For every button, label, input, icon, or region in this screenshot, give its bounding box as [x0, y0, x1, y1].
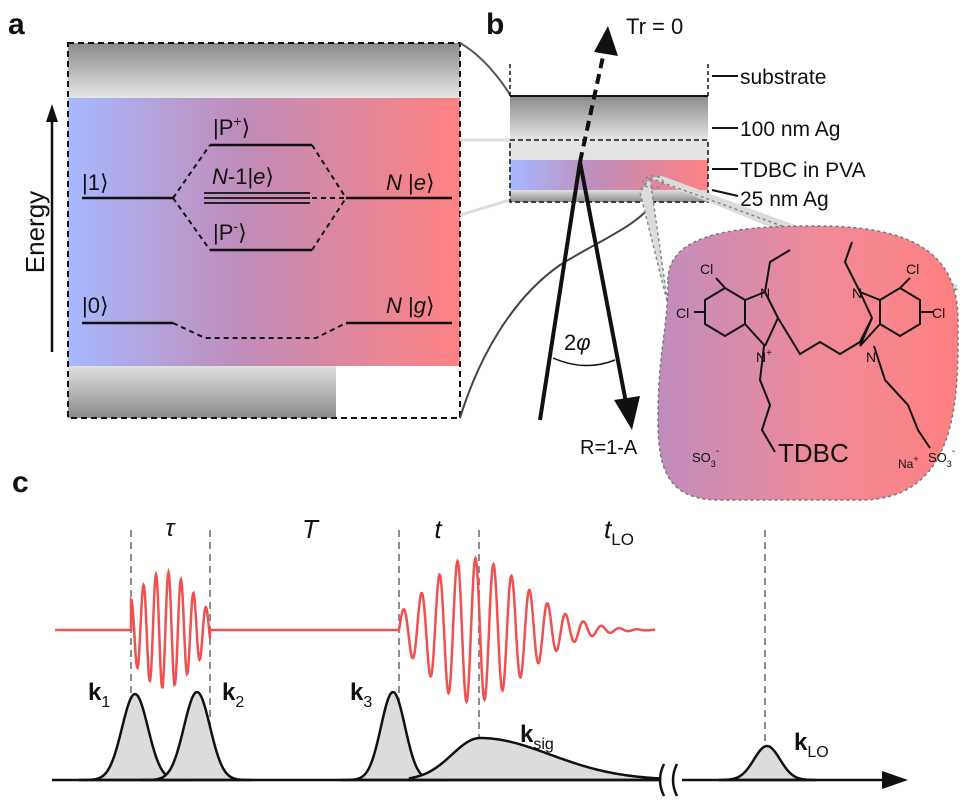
zoom-frame	[67, 42, 461, 419]
pulse-envelope-ksig	[408, 736, 662, 782]
angle-arc	[552, 357, 616, 367]
ground-shift	[172, 322, 347, 339]
ket-1-label: |1⟩	[82, 170, 109, 195]
atom-n: N	[866, 349, 876, 365]
sulfonate-left: SO3-	[692, 446, 719, 469]
tr-label: Tr = 0	[626, 14, 683, 39]
reflected-arrow-head	[614, 396, 640, 430]
panel-label-c: c	[12, 466, 29, 499]
n-g-label: N |g⟩	[386, 293, 435, 318]
coupling-line	[311, 144, 347, 199]
panel-label-a: a	[8, 8, 25, 41]
atom-n: N	[852, 285, 862, 301]
layer-label-ag-100: 100 nm Ag	[740, 118, 840, 141]
atom-cl: Cl	[906, 261, 919, 277]
axis-break	[658, 763, 679, 797]
incident-beam	[538, 161, 582, 421]
pulse-label-klo: kLO	[794, 729, 829, 761]
panel-a-energy-diagram: Energy |1⟩ |0⟩ |P+⟩ |P-⟩ N-1|e⟩ N |e⟩ N …	[20, 42, 461, 419]
p-minus-label: |P-⟩	[213, 218, 247, 245]
energy-axis-label: Energy	[20, 191, 50, 273]
top-mirror	[68, 43, 460, 98]
coupling-line	[172, 197, 211, 251]
ag-25nm-layer	[510, 190, 708, 202]
r-label: R=1-A	[580, 437, 638, 459]
pulse-label-ksig: ksig	[520, 721, 554, 753]
ag-100nm-layer	[510, 96, 708, 140]
energy-arrow-head	[46, 104, 58, 122]
atom-cl: Cl	[700, 261, 713, 277]
pulse-label-k1: k1	[88, 679, 110, 711]
transmitted-beam	[578, 51, 606, 163]
molecule-name: TDBC	[778, 438, 849, 468]
angle-label: 2φ	[564, 330, 591, 355]
layer-label-ag-25: 25 nm Ag	[740, 188, 829, 211]
delay-T: T	[302, 514, 320, 544]
time-axis-arrow-head	[882, 771, 908, 789]
transmitted-arrow-head	[594, 26, 618, 56]
atom-cl: Cl	[932, 305, 945, 321]
panel-b-cavity: Tr = 0 R=1-A 2φ substrate 100 nm Ag TDBC…	[509, 14, 866, 459]
bottom-mirror	[68, 366, 336, 418]
layer-label-tdbc: TDBC in PVA	[740, 159, 866, 182]
molecular-layer	[68, 98, 460, 366]
delay-tau: τ	[166, 515, 177, 542]
layer-label-substrate: substrate	[740, 66, 826, 89]
pulse-label-k3: k3	[350, 679, 372, 711]
delay-t: t	[434, 514, 443, 544]
atom-n: N	[760, 285, 770, 301]
dark-states-label: N-1|e⟩	[212, 164, 274, 189]
coupling-line	[172, 144, 211, 199]
reflected-beam	[578, 161, 629, 409]
electric-field-trace	[55, 555, 656, 705]
spacer-layer	[510, 140, 708, 160]
coupling-line	[311, 197, 347, 251]
n-e-label: N |e⟩	[386, 170, 435, 195]
atom-cl: Cl	[676, 305, 689, 321]
p-plus-label: |P+⟩	[213, 113, 250, 140]
sulfonate-right: SO3-	[928, 446, 955, 469]
molecule-blob	[657, 225, 959, 501]
dark-state-manifold	[204, 192, 346, 204]
panel-label-b: b	[486, 8, 504, 41]
tdbc-molecule-callout: Cl Cl Cl Cl N N N+ N SO3- SO3- Na+ TDBC	[639, 175, 959, 501]
atom-n-plus: N+	[756, 348, 772, 365]
ket-0-label: |0⟩	[82, 293, 109, 318]
delay-t-lo: tLO	[604, 514, 634, 549]
sodium-ion: Na+	[898, 454, 919, 471]
cavity-zoom-frame	[509, 139, 709, 203]
pulse-label-k2: k2	[222, 679, 244, 711]
time-markers	[130, 530, 766, 780]
panel-c-pulse-sequence: τ T t tLO k1 k2 k3 ksig kLO	[52, 514, 908, 797]
